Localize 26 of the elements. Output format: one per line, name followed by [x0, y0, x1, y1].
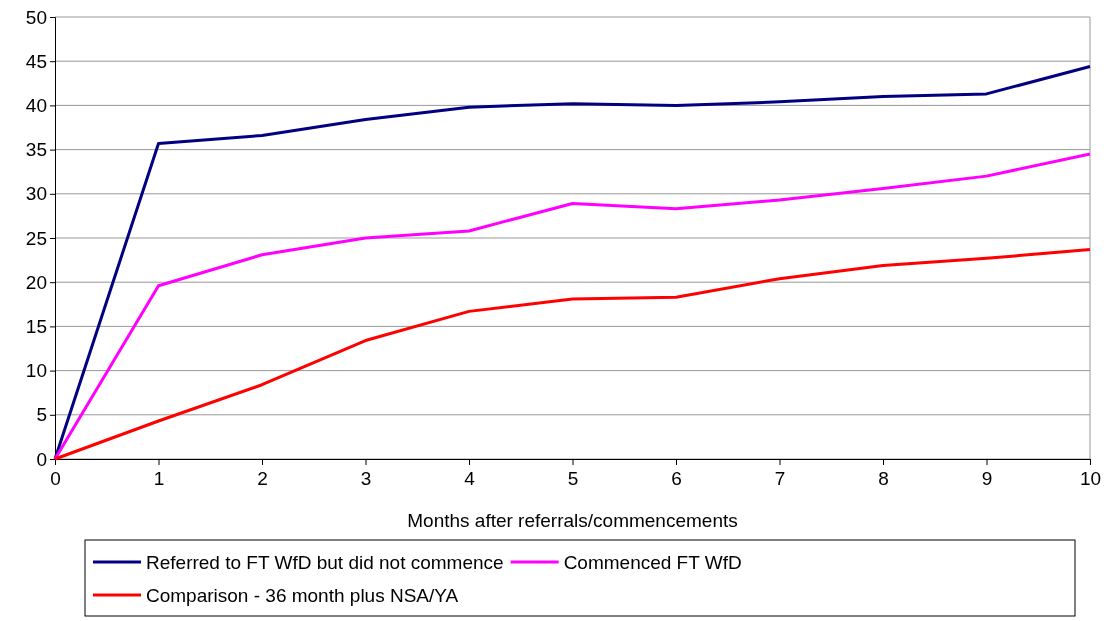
x-tick-label: 4 — [464, 468, 476, 490]
x-tick-label: 3 — [360, 468, 372, 490]
legend-label: Comparison - 36 month plus NSA/YA — [146, 585, 459, 606]
legend-label: Commenced FT WfD — [563, 552, 742, 573]
x-tick-label: 9 — [981, 468, 993, 490]
x-tick-label: 1 — [153, 468, 165, 490]
y-tick-label: 5 — [36, 404, 47, 426]
x-tick-label: 10 — [1079, 468, 1102, 490]
x-tick-label: 0 — [50, 468, 61, 490]
x-axis-title: Months after referrals/commencements — [407, 510, 738, 531]
x-tick-label: 2 — [257, 468, 268, 490]
y-tick-label: 10 — [25, 360, 47, 382]
y-tick-label: 35 — [25, 139, 47, 161]
x-tick-label: 8 — [878, 468, 889, 490]
y-tick-label: 45 — [25, 50, 47, 72]
y-tick-label: 20 — [25, 271, 47, 293]
x-tick-label: 7 — [774, 468, 786, 490]
x-tick-label: 6 — [671, 468, 682, 490]
y-tick-label: 15 — [25, 315, 47, 337]
y-tick-label: 25 — [25, 227, 47, 249]
y-tick-label: 30 — [25, 183, 47, 205]
y-tick-label: 40 — [25, 94, 47, 116]
y-tick-label: 0 — [36, 448, 47, 470]
x-tick-label: 5 — [567, 468, 579, 490]
y-tick-label: 50 — [25, 6, 47, 28]
legend-label: Referred to FT WfD but did not commence — [146, 552, 504, 573]
